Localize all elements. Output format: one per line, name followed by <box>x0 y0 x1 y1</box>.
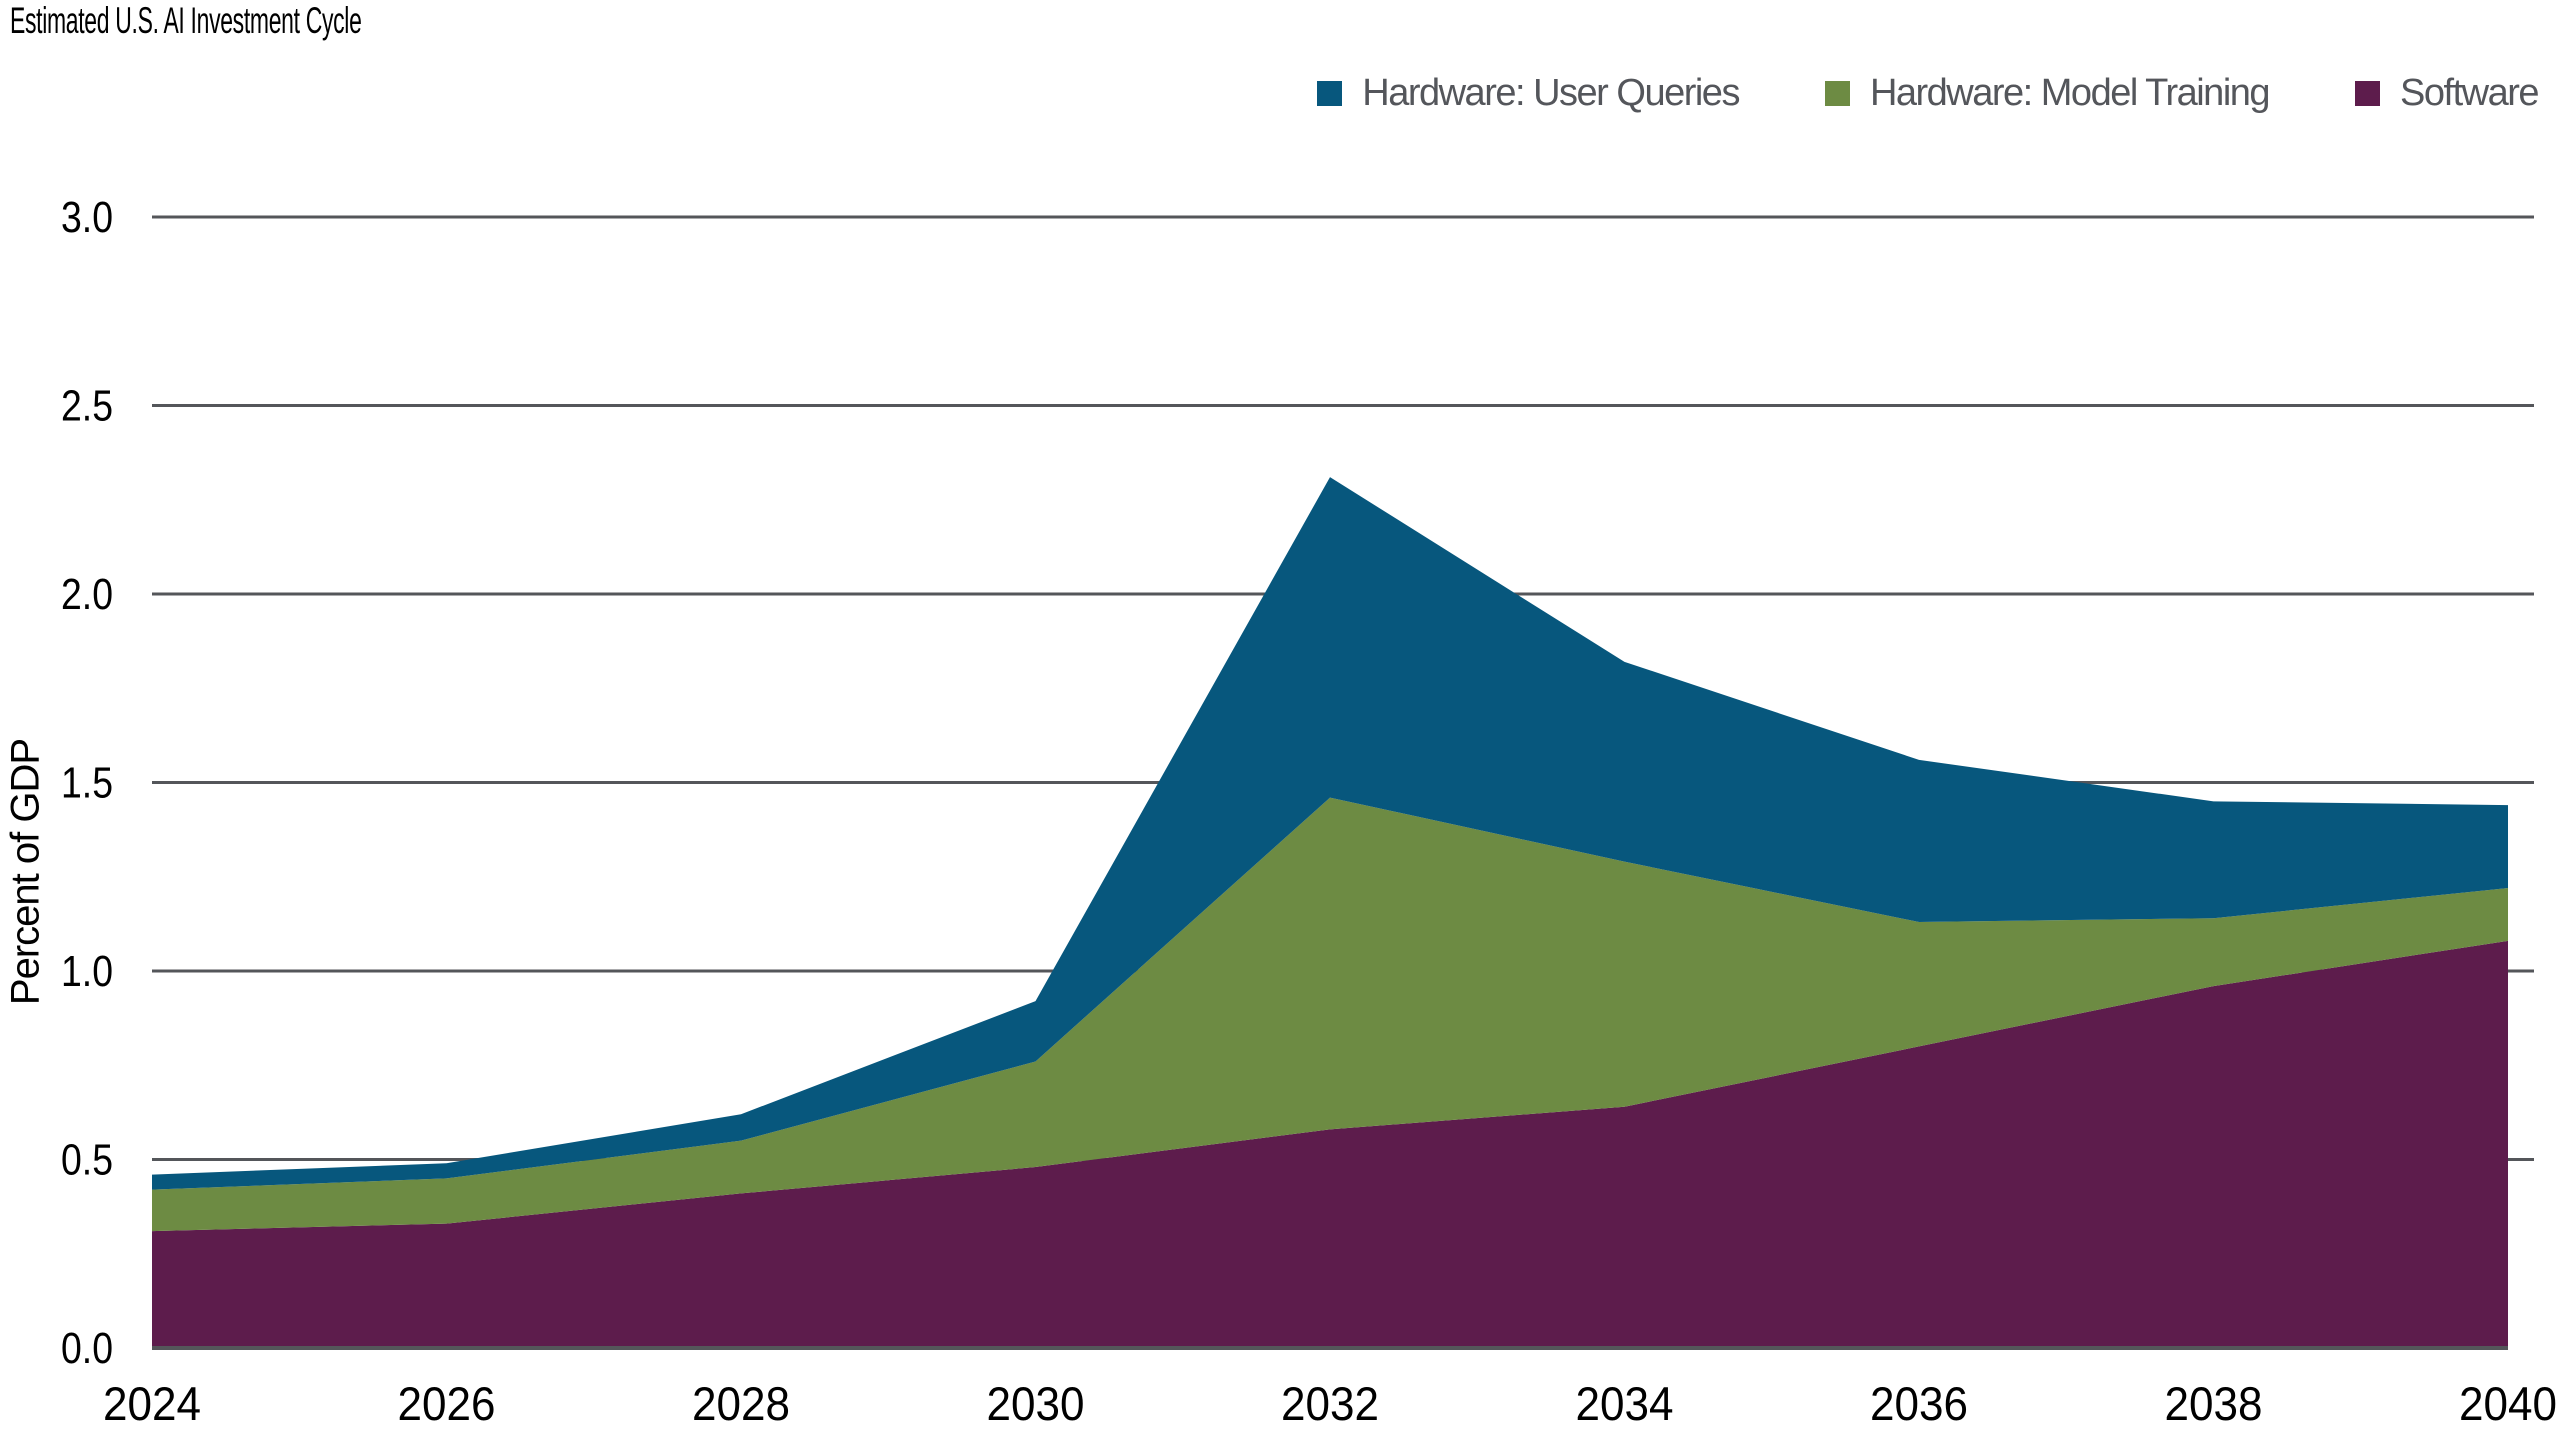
y-tick-label-0.0: 0.0 <box>61 1324 113 1373</box>
y-tick-label-0.5: 0.5 <box>61 1136 113 1185</box>
legend-item-hardware-model-training: Hardware: Model Training <box>1824 72 2271 115</box>
chart-title: Estimated U.S. AI Investment Cycle <box>10 0 362 41</box>
y-tick-label-1.5: 1.5 <box>61 759 113 808</box>
legend-item-hardware-user-queries: Hardware: User Queries <box>1317 72 1740 115</box>
y-tick-label-2.0: 2.0 <box>61 570 113 619</box>
legend-label-hardware-model-training: Hardware: Model Training <box>1869 72 2271 114</box>
legend-swatch-software-icon <box>2355 81 2381 106</box>
y-tick-label-3.0: 3.0 <box>61 193 113 242</box>
x-tick-label-2028: 2028 <box>692 1377 790 1430</box>
legend-swatch-hardware-model-training-icon <box>1824 81 1850 106</box>
x-tick-label-2038: 2038 <box>2165 1377 2263 1430</box>
x-tick-label-2034: 2034 <box>1576 1377 1674 1430</box>
x-tick-label-2036: 2036 <box>1870 1377 1968 1430</box>
area-hardware-model-training <box>152 797 2508 1232</box>
x-tick-label-2032: 2032 <box>1281 1377 1379 1430</box>
chart-legend: Hardware: User Queries Hardware: Model T… <box>1317 72 2539 115</box>
legend-swatch-hardware-user-queries-icon <box>1317 81 1343 106</box>
legend-item-software: Software <box>2355 72 2539 115</box>
area-software <box>152 940 2508 1348</box>
legend-label-software: Software <box>2400 72 2539 114</box>
x-tick-label-2024: 2024 <box>103 1377 201 1430</box>
x-tick-label-2026: 2026 <box>398 1377 496 1430</box>
y-tick-label-1.0: 1.0 <box>61 947 113 996</box>
x-tick-label-2040: 2040 <box>2459 1377 2557 1430</box>
area-hardware-user-queries <box>152 477 2508 1190</box>
legend-label-hardware-user-queries: Hardware: User Queries <box>1362 72 1740 114</box>
x-tick-label-2030: 2030 <box>987 1377 1085 1430</box>
y-tick-label-2.5: 2.5 <box>61 382 113 431</box>
